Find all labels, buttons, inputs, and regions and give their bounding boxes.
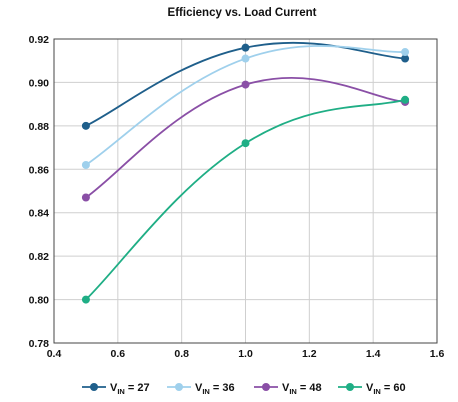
data-point (81, 193, 90, 202)
legend-marker (346, 383, 354, 391)
x-tick-label: 1.2 (302, 348, 317, 360)
y-tick-label: 0.80 (29, 295, 50, 307)
y-tick-label: 0.88 (29, 121, 50, 133)
legend-label-main: V (366, 382, 374, 394)
legend-marker (175, 383, 183, 391)
legend-label-sub: IN (117, 387, 125, 396)
data-point (401, 48, 410, 57)
x-tick-label: 0.4 (47, 348, 62, 360)
data-point (241, 43, 250, 52)
x-tick-label: 0.6 (111, 348, 126, 360)
y-tick-label: 0.90 (29, 77, 50, 89)
data-point (81, 121, 90, 130)
plot-area-border (53, 38, 438, 344)
legend-label: VIN = 36 (195, 382, 235, 396)
y-tick-label: 0.82 (29, 251, 50, 263)
data-point (401, 54, 410, 63)
data-point (81, 295, 90, 304)
data-point (241, 139, 250, 148)
y-tick-label: 0.84 (29, 208, 50, 220)
y-tick-label: 0.92 (29, 34, 50, 46)
data-point (241, 54, 250, 63)
legend-label-main: V (195, 382, 203, 394)
legend-label-sub: IN (289, 387, 297, 396)
legend: VIN = 27 VIN = 36 VIN = 48 VIN = 60 (82, 382, 406, 396)
x-tick-label: 0.8 (174, 348, 189, 360)
legend-label-sub: IN (373, 387, 381, 396)
x-tick-label: 1.4 (366, 348, 381, 360)
data-point (401, 95, 410, 104)
legend-label: VIN = 27 (110, 382, 150, 396)
legend-label-tail: = 27 (125, 382, 150, 394)
legend-label-tail: = 60 (381, 382, 406, 394)
legend-label-tail: = 48 (297, 382, 322, 394)
chart-title: Efficiency vs. Load Current (168, 7, 317, 19)
legend-label-tail: = 36 (210, 382, 235, 394)
legend-label-main: V (282, 382, 290, 394)
x-tick-label: 1.6 (430, 348, 445, 360)
legend-label: VIN = 48 (282, 382, 322, 396)
legend-label-sub: IN (202, 387, 210, 396)
legend-marker (262, 383, 270, 391)
data-point (81, 160, 90, 169)
y-tick-label: 0.78 (29, 338, 50, 350)
legend-label-main: V (110, 382, 118, 394)
series-lines (81, 41, 410, 304)
legend-marker (90, 383, 98, 391)
x-tick-label: 1.0 (238, 348, 253, 360)
y-tick-label: 0.86 (29, 164, 50, 176)
legend-label: VIN = 60 (366, 382, 406, 396)
axis-ticks: 0.78 0.80 0.82 0.84 0.86 0.88 0.90 0.92 0.4 0.6 0.… (29, 34, 445, 360)
data-point (241, 80, 250, 89)
